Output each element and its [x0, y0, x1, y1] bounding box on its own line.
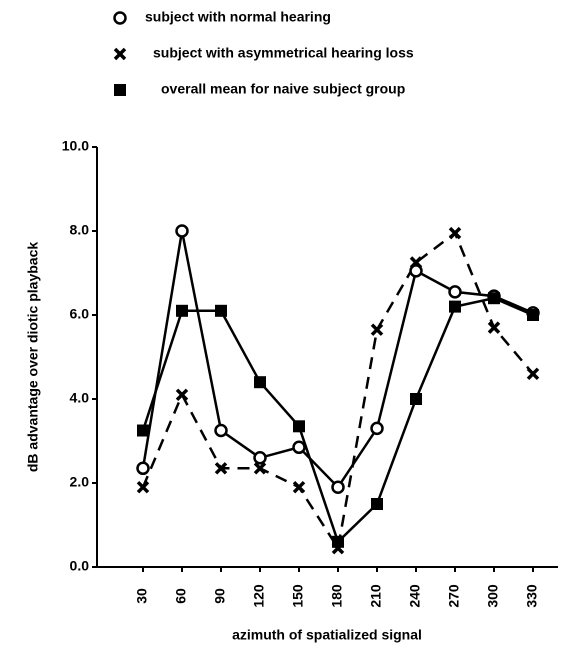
- series-line: [141, 230, 534, 490]
- data-point: [136, 480, 150, 494]
- data-point: [409, 264, 423, 278]
- legend-marker: [113, 11, 127, 25]
- x-axis-label: azimuth of spatialized signal: [232, 627, 422, 643]
- data-point: [214, 462, 228, 475]
- y-tick-label: 4.0: [70, 390, 90, 406]
- data-point: [137, 424, 149, 437]
- data-point: [332, 535, 344, 548]
- x-tick-label: 150: [290, 584, 306, 608]
- data-point: [488, 292, 500, 305]
- x-tick-label: 90: [212, 588, 228, 604]
- y-tick-label: 6.0: [70, 306, 90, 322]
- y-tick-label: 10.0: [62, 138, 89, 154]
- data-point: [448, 226, 462, 240]
- data-point: [410, 393, 422, 405]
- data-point: [253, 462, 267, 475]
- x-tick-label: 240: [407, 584, 423, 608]
- x-tick-label: 180: [329, 584, 345, 608]
- y-tick-label: 0.0: [70, 558, 90, 574]
- x-tick-label: 210: [368, 584, 384, 608]
- data-point: [331, 480, 345, 494]
- data-point: [214, 423, 228, 438]
- data-point: [371, 498, 383, 510]
- data-point: [527, 309, 539, 321]
- legend-marker: [113, 47, 127, 61]
- data-point: [175, 388, 189, 402]
- data-point: [176, 304, 188, 317]
- series-line: [141, 231, 534, 552]
- y-axis-label: dB advantage over diotic playback: [25, 242, 41, 473]
- data-point: [370, 323, 384, 336]
- data-point: [215, 304, 227, 317]
- x-tick-label: 330: [524, 584, 540, 608]
- data-point: [253, 451, 267, 465]
- data-point: [293, 420, 305, 433]
- data-point: [370, 421, 384, 436]
- legend-label: overall mean for naive subject group: [161, 81, 405, 97]
- x-tick-label: 270: [446, 584, 462, 608]
- data-point: [254, 376, 266, 389]
- legend-label: subject with asymmetrical hearing loss: [153, 45, 414, 61]
- x-tick-label: 30: [134, 588, 150, 604]
- data-point: [136, 461, 150, 476]
- data-point: [292, 440, 306, 455]
- data-point: [409, 256, 423, 269]
- y-tick-label: 2.0: [70, 474, 90, 490]
- x-tick-label: 300: [485, 584, 501, 608]
- data-point: [449, 300, 461, 313]
- data-point: [292, 480, 306, 494]
- x-tick-label: 60: [173, 588, 189, 604]
- y-tick-label: 8.0: [70, 222, 90, 238]
- data-point: [526, 367, 540, 381]
- x-tick-label: 120: [251, 584, 267, 608]
- legend-marker: [114, 84, 126, 96]
- data-point: [448, 285, 462, 299]
- data-point: [175, 224, 189, 238]
- legend-label: subject with normal hearing: [145, 9, 331, 25]
- data-point: [487, 321, 501, 334]
